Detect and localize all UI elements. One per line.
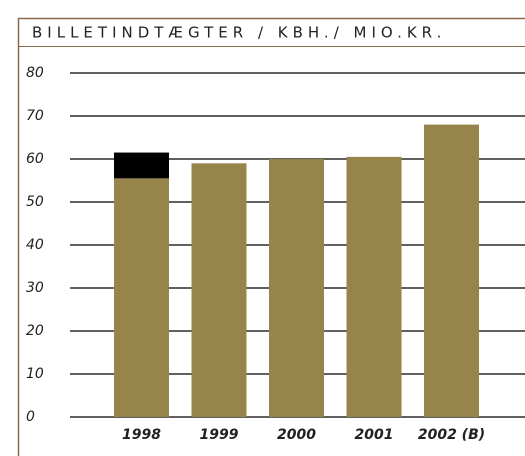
x-tick-label: 1999 (200, 427, 239, 443)
x-tick-label: 1998 (122, 427, 161, 443)
y-tick-label: 0 (26, 409, 35, 425)
bar (269, 159, 324, 417)
y-tick-label: 30 (26, 280, 44, 296)
y-tick-label: 40 (26, 237, 44, 253)
y-tick-label: 70 (26, 108, 44, 124)
x-tick-label: 2000 (277, 427, 316, 443)
chart-title: BILLETINDTÆGTER / KBH./ MIO.KR. (32, 24, 446, 42)
y-tick-label: 60 (26, 151, 44, 167)
y-tick-label: 20 (26, 323, 44, 339)
bar (114, 152, 169, 179)
bar (114, 178, 169, 417)
bar (191, 163, 247, 417)
y-tick-label: 10 (26, 366, 44, 382)
x-tick-label: 2001 (355, 427, 394, 443)
y-tick-label: 80 (26, 65, 44, 81)
bar (424, 124, 479, 417)
x-tick-label: 2002 (B) (418, 427, 485, 443)
bar (346, 156, 402, 417)
y-tick-label: 50 (26, 194, 44, 210)
